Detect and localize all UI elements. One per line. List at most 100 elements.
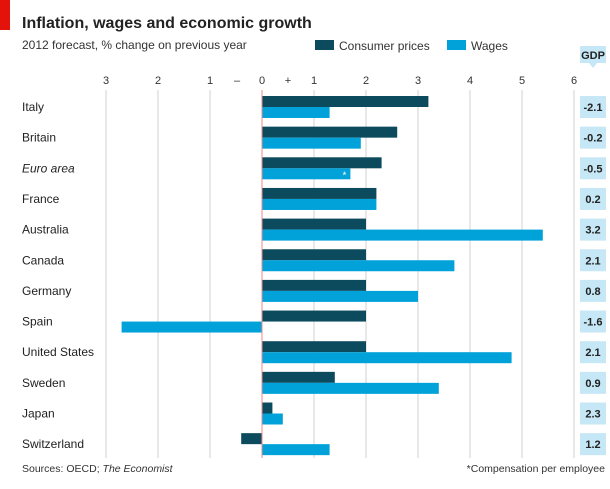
category-label: Japan	[22, 407, 55, 421]
category-row: United States 2.1	[22, 341, 606, 364]
legend-label-consumer-prices: Consumer prices	[339, 39, 430, 53]
bar-wages	[262, 444, 330, 456]
bar-consumer-prices	[262, 402, 273, 414]
source-text: Sources: OECD;	[22, 463, 103, 475]
bar-consumer-prices	[262, 310, 366, 322]
gdp-box	[580, 96, 606, 118]
gdp-box	[580, 433, 606, 456]
gdp-value: 2.1	[585, 255, 600, 267]
footnote: *Compensation per employee	[467, 463, 605, 475]
legend-swatch-wages	[447, 40, 466, 50]
x-tick-label: 5	[519, 75, 525, 87]
category-label: Euro area	[22, 161, 75, 175]
category-label: France	[22, 192, 60, 206]
gdp-value: -1.6	[584, 317, 603, 329]
bar-wages	[262, 352, 512, 364]
category-row: Switzerland 1.2	[22, 433, 606, 456]
gdp-value: 1.2	[585, 439, 600, 451]
bar-wages	[262, 198, 377, 210]
bar-wages	[262, 413, 283, 425]
gdp-value: -0.2	[584, 133, 603, 145]
gdp-header: GDP	[580, 46, 606, 68]
category-row: Australia 3.2	[22, 218, 606, 241]
legend: Consumer prices Wages	[315, 39, 508, 53]
gdp-box	[580, 371, 606, 394]
gdp-value: 3.2	[585, 225, 600, 237]
x-tick-label: 6	[571, 75, 577, 87]
x-tick-label: 4	[467, 75, 473, 87]
category-row: Japan 2.3	[22, 402, 606, 425]
gdp-value: -2.1	[584, 102, 603, 114]
bar-consumer-prices	[241, 433, 262, 445]
red-accent-bar	[0, 0, 10, 30]
bar-consumer-prices	[262, 126, 398, 138]
category-row: Spain -1.6	[22, 310, 606, 333]
bar-consumer-prices	[262, 341, 366, 353]
x-tick-label: 3	[415, 75, 421, 87]
minus-sign: –	[234, 75, 241, 87]
category-row: Sweden 0.9	[22, 371, 606, 394]
gdp-box	[580, 402, 606, 425]
gdp-value: 0.9	[585, 378, 600, 390]
footnote-marker: *	[342, 170, 346, 181]
category-label: United States	[22, 345, 94, 359]
x-tick-label: 1	[311, 75, 317, 87]
gdp-header-label: GDP	[581, 50, 605, 62]
gdp-header-box	[580, 46, 606, 63]
gdp-value: -0.5	[584, 163, 603, 175]
category-row: Italy -2.1	[22, 96, 606, 118]
bar-wages	[262, 382, 439, 394]
bar-wages	[262, 290, 418, 302]
x-tick-label: 2	[155, 75, 161, 87]
bar-consumer-prices	[262, 218, 366, 230]
gdp-box	[580, 249, 606, 272]
category-label: Spain	[22, 315, 53, 329]
x-tick-label: 2	[363, 75, 369, 87]
category-label: Italy	[22, 100, 44, 114]
category-row: Britain -0.2	[22, 126, 606, 149]
gdp-box	[580, 187, 606, 210]
chart-title: Inflation, wages and economic growth	[22, 15, 312, 32]
category-label: Britain	[22, 131, 56, 145]
bar-wages	[262, 137, 361, 149]
bar-wages	[121, 321, 262, 333]
source-italic-text: The Economist	[103, 463, 174, 475]
bar-consumer-prices	[262, 187, 377, 199]
category-label: Switzerland	[22, 437, 84, 451]
bar-wages	[262, 229, 543, 241]
bar-consumer-prices	[262, 157, 382, 169]
gdp-box	[580, 341, 606, 364]
bar-consumer-prices	[262, 249, 366, 261]
bar-consumer-prices	[262, 371, 335, 383]
x-tick-label: 3	[103, 75, 109, 87]
gdp-box	[580, 126, 606, 149]
category-row: Euro area * -0.5	[22, 157, 606, 181]
plus-sign: +	[285, 75, 291, 87]
gdp-value: 0.8	[585, 286, 600, 298]
category-row: Canada 2.1	[22, 249, 606, 272]
gdp-box	[580, 157, 606, 180]
category-label: Canada	[22, 253, 64, 267]
category-row: Germany 0.8	[22, 279, 606, 302]
gdp-value: 2.3	[585, 409, 600, 421]
legend-swatch-consumer-prices	[315, 40, 334, 50]
source-note: Sources: OECD; The Economist	[22, 463, 174, 475]
gdp-value: 0.2	[585, 194, 600, 206]
gdp-box	[580, 218, 606, 241]
bar-wages	[262, 168, 351, 180]
category-label: Germany	[22, 284, 71, 298]
bar-wages	[262, 260, 455, 272]
category-row: France 0.2	[22, 187, 606, 210]
gdp-box	[580, 279, 606, 302]
x-tick-label: 0	[259, 75, 265, 87]
legend-label-wages: Wages	[471, 39, 508, 53]
bar-consumer-prices	[262, 96, 429, 107]
gdp-box	[580, 310, 606, 333]
bar-consumer-prices	[262, 279, 366, 291]
bar-wages	[262, 107, 330, 118]
category-label: Sweden	[22, 376, 65, 390]
gdp-header-pointer	[589, 63, 597, 68]
category-label: Australia	[22, 223, 69, 237]
chart-subtitle: 2012 forecast, % change on previous year	[22, 38, 247, 52]
